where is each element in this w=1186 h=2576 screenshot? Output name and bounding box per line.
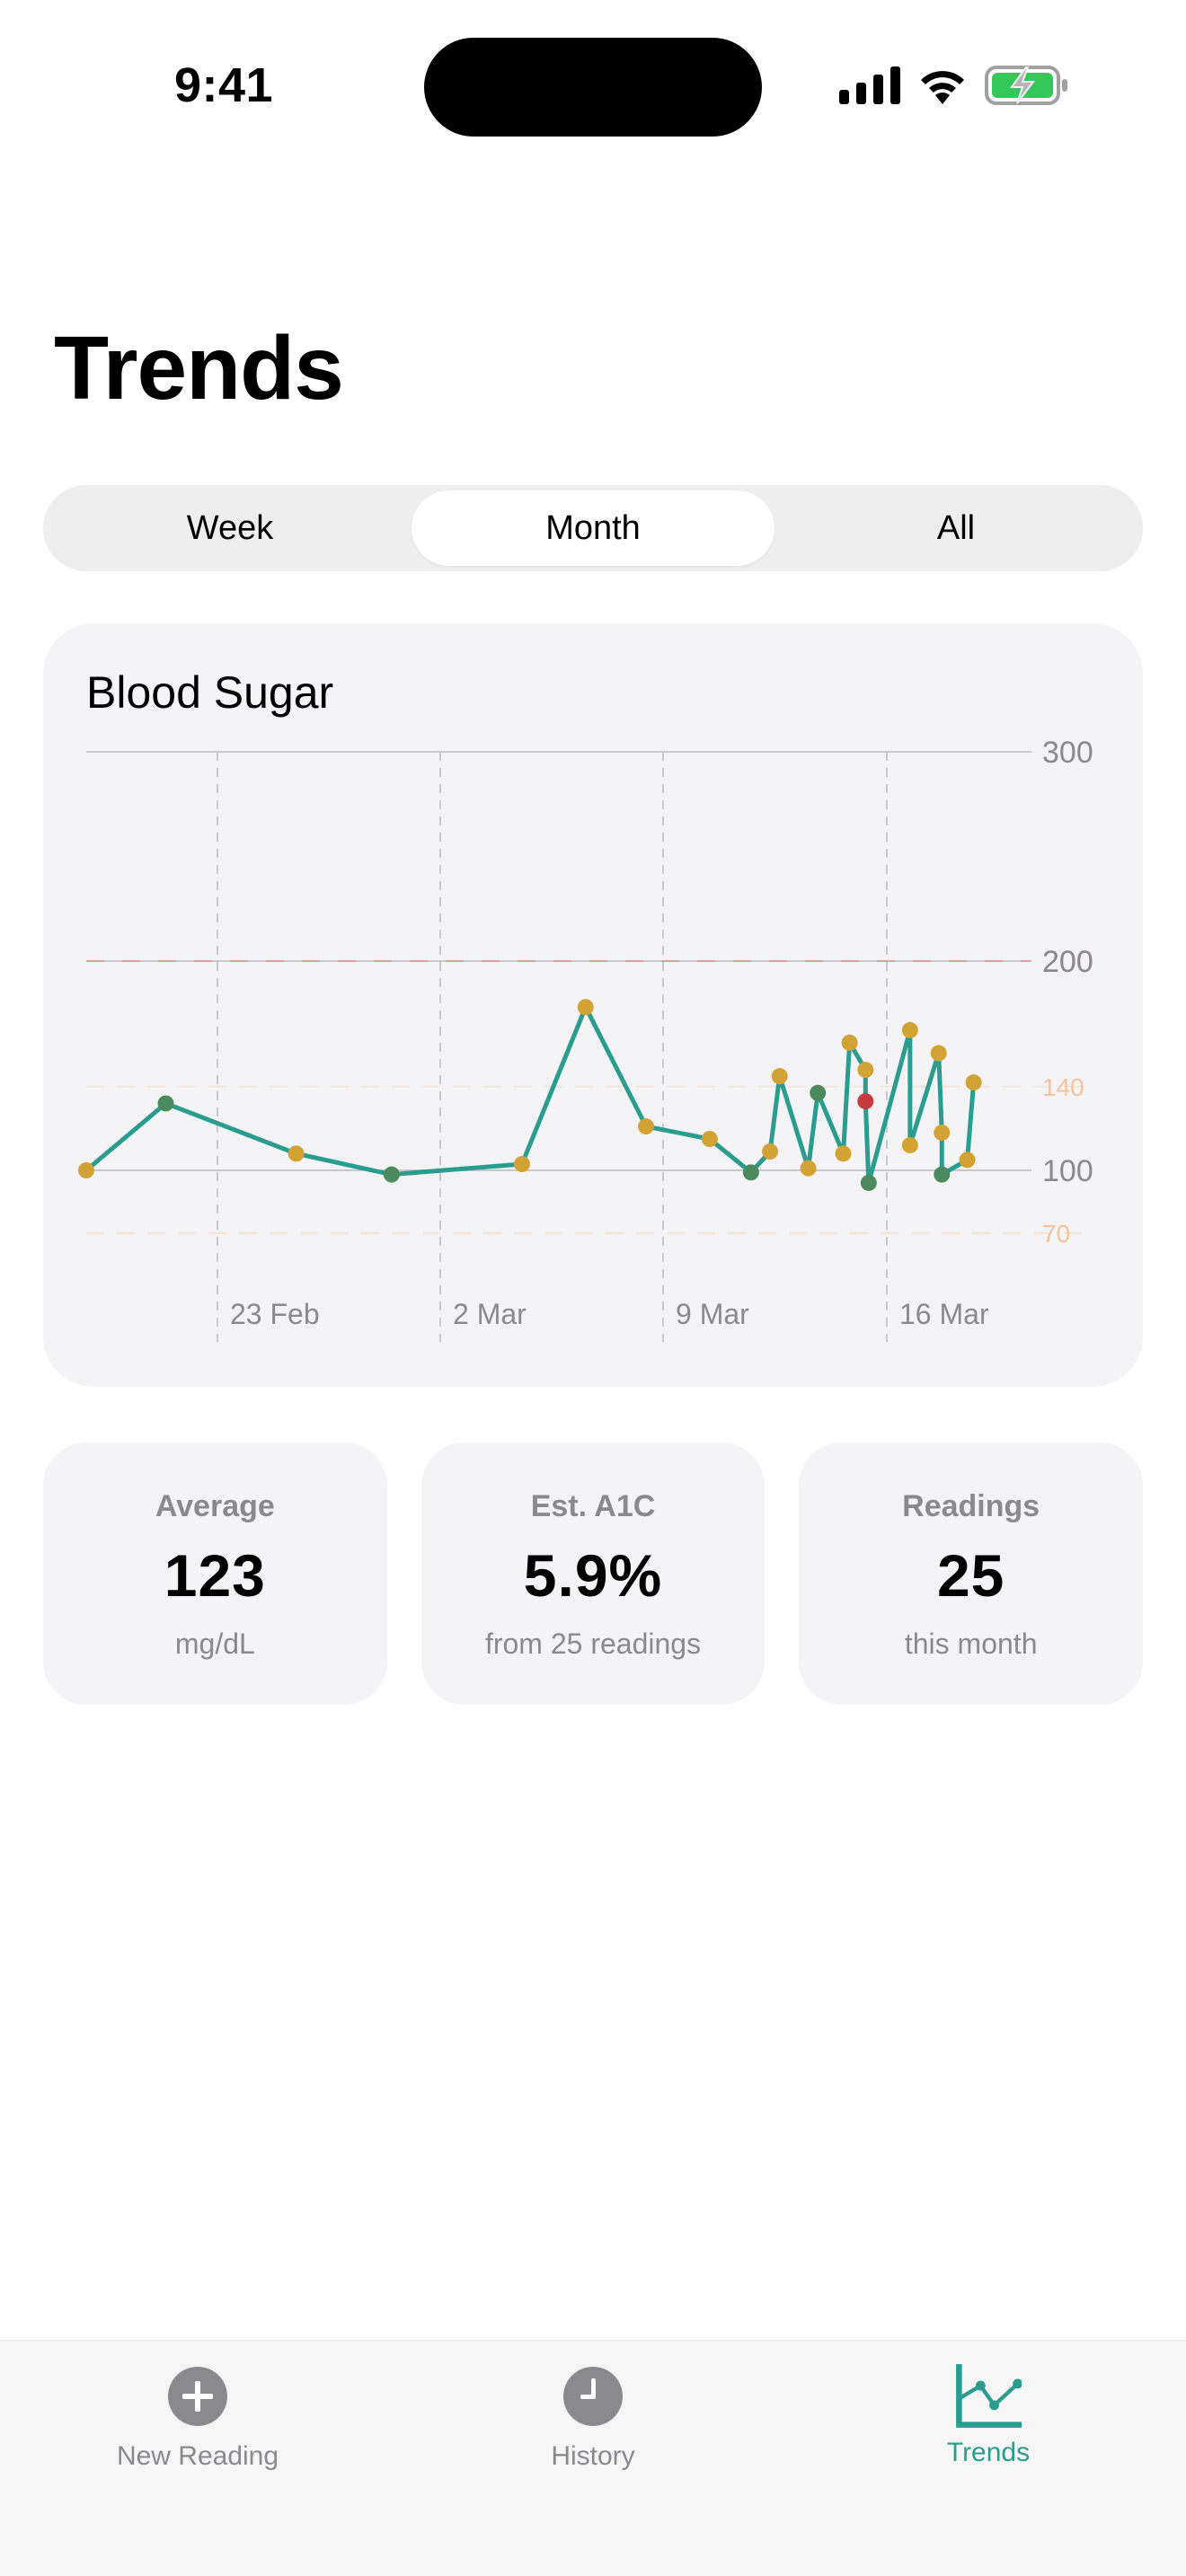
stat-card-readings: Readings 25 this month [799, 1442, 1144, 1705]
y-axis-label: 200 [1042, 945, 1093, 979]
tab-label: History [551, 2441, 635, 2471]
chart-line-icon [956, 2364, 1022, 2428]
tab-history[interactable]: History [458, 2341, 728, 2475]
data-point[interactable] [383, 1166, 400, 1183]
stat-sub: mg/dL [174, 1628, 255, 1660]
status-bar: 9:41 [0, 0, 1186, 171]
data-point[interactable] [930, 1045, 947, 1062]
data-point[interactable] [959, 1151, 976, 1169]
stat-sub: from 25 readings [484, 1628, 702, 1660]
x-axis-label: 16 Mar [899, 1298, 989, 1330]
status-icons [839, 63, 1069, 108]
data-point[interactable] [742, 1164, 759, 1181]
stat-card-a1c: Est. A1C 5.9% from 25 readings [420, 1442, 766, 1705]
reference-label-70: 70 [1042, 1220, 1070, 1248]
data-point[interactable] [810, 1084, 827, 1101]
tab-label: New Reading [116, 2441, 279, 2471]
data-point[interactable] [934, 1166, 951, 1183]
data-point[interactable] [762, 1143, 779, 1160]
data-point[interactable] [78, 1162, 94, 1178]
data-point[interactable] [934, 1125, 951, 1142]
high-threshold-label: 200 [1042, 945, 1093, 979]
y-axis-label: 100 [1042, 1154, 1093, 1188]
data-point[interactable] [965, 1074, 982, 1091]
stat-value: 123 [164, 1542, 266, 1609]
segment-month[interactable]: Month [412, 490, 774, 566]
stat-sub: this month [904, 1628, 1038, 1660]
data-point[interactable] [771, 1068, 788, 1085]
data-point[interactable] [901, 1021, 918, 1038]
plus-circle-icon [168, 2367, 227, 2426]
data-point[interactable] [857, 1093, 874, 1110]
blood-sugar-chart-card: Blood Sugar 23 Feb 2 Mar 9 Mar 16 Mar 140 70 2… [43, 623, 1143, 1387]
dynamic-island [424, 38, 762, 137]
data-point[interactable] [857, 1062, 874, 1079]
data-point[interactable] [901, 1137, 918, 1154]
battery-charging-icon [985, 66, 1067, 105]
stat-value: 5.9% [523, 1542, 663, 1609]
x-axis-label: 9 Mar [676, 1298, 749, 1330]
data-point[interactable] [835, 1145, 852, 1162]
page-title: Trends [54, 318, 344, 419]
segment-all[interactable]: All [936, 508, 976, 547]
data-point[interactable] [860, 1174, 877, 1191]
stat-label: Est. A1C [530, 1489, 656, 1523]
x-axis-label: 2 Mar [453, 1298, 527, 1330]
stat-label: Average [155, 1489, 275, 1523]
data-point[interactable] [841, 1034, 858, 1051]
reference-label-140: 140 [1042, 1073, 1084, 1101]
tab-label: Trends [946, 2438, 1031, 2467]
y-axis-label: 300 [1042, 736, 1093, 770]
wifi-icon [921, 71, 964, 104]
data-point[interactable] [577, 999, 594, 1016]
clock-icon [563, 2367, 623, 2426]
stat-card-average: Average 123 mg/dL [43, 1442, 387, 1705]
data-point[interactable] [638, 1118, 655, 1135]
cellular-signal-icon [839, 66, 900, 104]
status-time: 9:41 [174, 58, 274, 112]
tab-bar: New Reading History Trends [0, 2340, 1186, 2576]
time-range-segmented-control: Week Month All [43, 485, 1143, 571]
data-point[interactable] [800, 1160, 817, 1177]
stats-row: Average 123 mg/dL Est. A1C 5.9% from 25 … [43, 1442, 1144, 1705]
tab-new-reading[interactable]: New Reading [63, 2341, 332, 2475]
segment-week[interactable]: Week [186, 508, 274, 547]
data-point[interactable] [701, 1131, 718, 1148]
data-point[interactable] [288, 1145, 305, 1162]
chart-title: Blood Sugar [86, 667, 334, 718]
stat-label: Readings [902, 1489, 1040, 1523]
tab-trends[interactable]: Trends [854, 2341, 1123, 2475]
stat-value: 25 [936, 1542, 1005, 1609]
data-point[interactable] [157, 1095, 174, 1112]
data-point[interactable] [513, 1156, 530, 1173]
x-axis-label: 23 Feb [230, 1298, 320, 1330]
